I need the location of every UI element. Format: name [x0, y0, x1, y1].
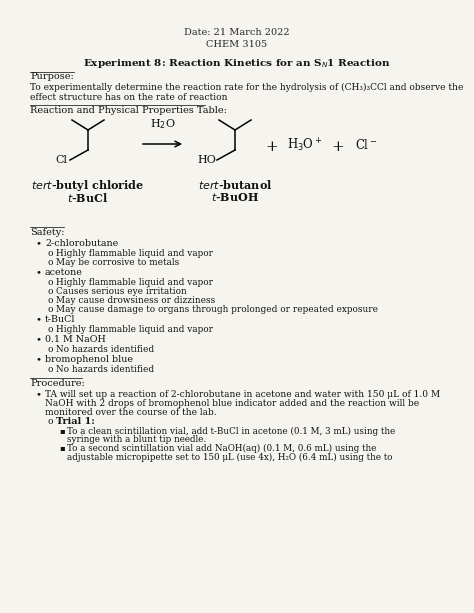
Text: •: •: [36, 239, 42, 248]
Text: o: o: [47, 417, 53, 426]
Text: 0.1 M NaOH: 0.1 M NaOH: [45, 335, 106, 344]
Text: o: o: [47, 305, 53, 314]
Text: syringe with a blunt tip needle.: syringe with a blunt tip needle.: [67, 435, 206, 444]
Text: Trial 1:: Trial 1:: [56, 417, 95, 426]
Text: H$_3$O$^+$: H$_3$O$^+$: [287, 136, 323, 154]
Text: Highly flammable liquid and vapor: Highly flammable liquid and vapor: [56, 249, 213, 258]
Text: •: •: [36, 335, 42, 344]
Text: TA will set up a reaction of 2-chlorobutane in acetone and water with 150 μL of : TA will set up a reaction of 2-chlorobut…: [45, 390, 440, 399]
Text: o: o: [47, 258, 53, 267]
Text: CHEM 3105: CHEM 3105: [207, 40, 267, 49]
Text: Experiment 8: Reaction Kinetics for an S$_N$1 Reaction: Experiment 8: Reaction Kinetics for an S…: [83, 57, 391, 70]
Text: adjustable micropipette set to 150 μL (use 4x), H₂O (6.4 mL) using the to: adjustable micropipette set to 150 μL (u…: [67, 452, 392, 462]
Text: o: o: [47, 278, 53, 287]
Text: HO: HO: [198, 155, 217, 165]
Text: •: •: [36, 390, 42, 399]
Text: No hazards identified: No hazards identified: [56, 345, 154, 354]
Text: Reaction and Physical Properties Table:: Reaction and Physical Properties Table:: [30, 106, 227, 115]
Text: $\mathit{tert}$-butyl chloride: $\mathit{tert}$-butyl chloride: [31, 178, 145, 193]
Text: To experimentally determine the reaction rate for the hydrolysis of (CH₃)₃CCl an: To experimentally determine the reaction…: [30, 83, 464, 92]
Text: Cl$^-$: Cl$^-$: [355, 138, 377, 152]
Text: May cause drowsiness or dizziness: May cause drowsiness or dizziness: [56, 296, 215, 305]
Text: H$_2$O: H$_2$O: [150, 117, 175, 131]
Text: Date: 21 March 2022: Date: 21 March 2022: [184, 28, 290, 37]
Text: t-BuCl: t-BuCl: [45, 315, 75, 324]
Text: NaOH with 2 drops of bromophenol blue indicator added and the reaction will be: NaOH with 2 drops of bromophenol blue in…: [45, 399, 419, 408]
Text: o: o: [47, 296, 53, 305]
Text: Cl: Cl: [55, 155, 67, 165]
Text: acetone: acetone: [45, 268, 83, 277]
Text: Highly flammable liquid and vapor: Highly flammable liquid and vapor: [56, 325, 213, 334]
Text: ▪: ▪: [59, 444, 65, 452]
Text: No hazards identified: No hazards identified: [56, 365, 154, 374]
Text: To a second scintillation vial add NaOH(aq) (0.1 M, 0.6 mL) using the: To a second scintillation vial add NaOH(…: [67, 444, 376, 453]
Text: •: •: [36, 315, 42, 324]
Text: •: •: [36, 355, 42, 364]
Text: $\mathit{tert}$-butanol: $\mathit{tert}$-butanol: [198, 178, 272, 191]
Text: $\mathit{t}$-BuOH: $\mathit{t}$-BuOH: [211, 191, 259, 203]
Text: •: •: [36, 268, 42, 277]
Text: Procedure:: Procedure:: [30, 379, 85, 388]
Text: Highly flammable liquid and vapor: Highly flammable liquid and vapor: [56, 278, 213, 287]
Text: o: o: [47, 325, 53, 334]
Text: May be corrosive to metals: May be corrosive to metals: [56, 258, 179, 267]
Text: o: o: [47, 345, 53, 354]
Text: May cause damage to organs through prolonged or repeated exposure: May cause damage to organs through prolo…: [56, 305, 378, 314]
Text: To a clean scintillation vial, add t-BuCl in acetone (0.1 M, 3 mL) using the: To a clean scintillation vial, add t-BuC…: [67, 427, 395, 436]
Text: o: o: [47, 249, 53, 258]
Text: 2-chlorobutane: 2-chlorobutane: [45, 239, 118, 248]
Text: effect structure has on the rate of reaction: effect structure has on the rate of reac…: [30, 93, 228, 102]
Text: +: +: [332, 140, 345, 154]
Text: monitored over the course of the lab.: monitored over the course of the lab.: [45, 408, 217, 417]
Text: $\mathit{t}$-BuCl: $\mathit{t}$-BuCl: [67, 191, 109, 204]
Text: ▪: ▪: [59, 427, 65, 435]
Text: bromophenol blue: bromophenol blue: [45, 355, 133, 364]
Text: o: o: [47, 287, 53, 296]
Text: Causes serious eye irritation: Causes serious eye irritation: [56, 287, 187, 296]
Text: o: o: [47, 365, 53, 374]
Text: +: +: [265, 140, 278, 154]
Text: Safety:: Safety:: [30, 228, 64, 237]
Text: Purpose:: Purpose:: [30, 72, 74, 81]
